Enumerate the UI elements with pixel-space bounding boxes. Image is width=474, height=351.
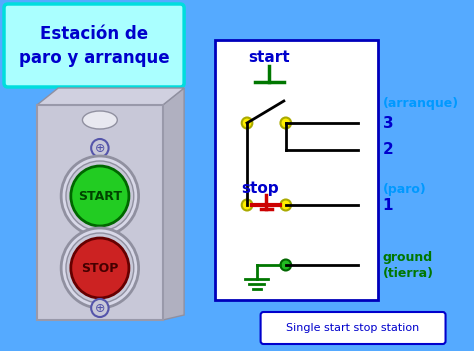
- Polygon shape: [163, 88, 184, 320]
- Circle shape: [66, 233, 134, 303]
- Circle shape: [61, 156, 138, 236]
- Text: Estación de
paro y arranque: Estación de paro y arranque: [19, 25, 169, 67]
- Text: ⊕: ⊕: [95, 302, 105, 314]
- Text: START: START: [78, 190, 122, 203]
- Circle shape: [71, 166, 129, 226]
- Ellipse shape: [82, 111, 117, 129]
- Circle shape: [71, 238, 129, 298]
- Text: 3: 3: [383, 115, 393, 131]
- Circle shape: [91, 299, 109, 317]
- Circle shape: [91, 139, 109, 157]
- FancyBboxPatch shape: [37, 105, 163, 320]
- Text: 1: 1: [383, 198, 393, 212]
- Circle shape: [242, 199, 252, 211]
- Text: STOP: STOP: [81, 261, 118, 274]
- FancyBboxPatch shape: [4, 4, 184, 87]
- Text: start: start: [248, 49, 290, 65]
- Text: ground
(tierra): ground (tierra): [383, 251, 434, 279]
- Polygon shape: [37, 88, 184, 105]
- Circle shape: [281, 118, 291, 128]
- Text: ⊕: ⊕: [95, 141, 105, 154]
- Circle shape: [281, 199, 291, 211]
- FancyBboxPatch shape: [215, 40, 378, 300]
- Text: (arranque): (arranque): [383, 97, 459, 110]
- Text: (paro): (paro): [383, 184, 426, 197]
- FancyBboxPatch shape: [261, 312, 446, 344]
- Circle shape: [61, 228, 138, 308]
- Circle shape: [281, 259, 291, 271]
- Circle shape: [66, 161, 134, 231]
- Text: stop: stop: [241, 180, 278, 196]
- Text: Single start stop station: Single start stop station: [286, 323, 419, 333]
- Circle shape: [242, 118, 252, 128]
- Text: 2: 2: [383, 143, 393, 158]
